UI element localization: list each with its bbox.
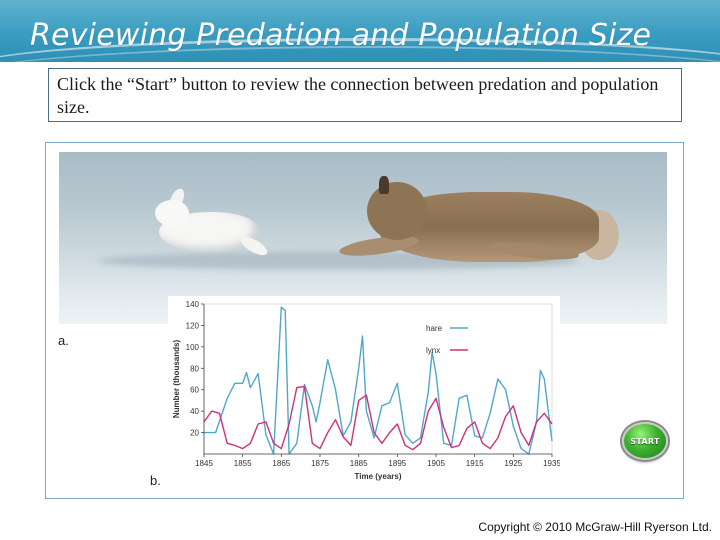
copyright-text: Copyright © 2010 McGraw-Hill Ryerson Ltd… (478, 520, 712, 534)
legend-label-hare: hare (426, 324, 443, 333)
header-band (0, 0, 720, 62)
page-title: Reviewing Predation and Population Size (30, 18, 652, 53)
y-tick-label: 20 (190, 429, 199, 438)
photo-panel-label: a. (58, 333, 69, 348)
instructions-box: Click the “Start” button to review the c… (48, 68, 682, 122)
x-tick-label: 1865 (272, 459, 290, 468)
y-tick-label: 60 (190, 386, 199, 395)
x-tick-label: 1845 (195, 459, 213, 468)
header-swoosh (0, 38, 720, 62)
population-chart: 20 40 60 80 100 120 140 1845 1855 1865 1875 1885 189… (168, 296, 560, 484)
y-tick-label: 140 (186, 300, 200, 309)
x-axis-label: Time (years) (355, 472, 402, 481)
y-tick-label: 80 (190, 364, 199, 373)
y-tick-label: 120 (186, 321, 200, 330)
hare-lynx-photo (59, 152, 667, 324)
chart-lines (203, 306, 553, 455)
start-button[interactable]: START (622, 422, 668, 460)
population-chart-svg: 20 40 60 80 100 120 140 1845 1855 1865 1875 1885 189… (172, 300, 560, 481)
x-tick-label: 1935 (543, 459, 560, 468)
chart-legend: hare lynx (426, 324, 468, 355)
x-tick-label: 1925 (504, 459, 522, 468)
chart-panel-label: b. (150, 473, 161, 488)
x-tick-label: 1885 (350, 459, 368, 468)
chart-axes: 20 40 60 80 100 120 140 1845 1855 1865 1875 1885 189… (172, 300, 560, 481)
x-tick-label: 1905 (427, 459, 445, 468)
y-axis-label: Number (thousands) (172, 340, 181, 419)
hare-head (155, 200, 189, 226)
x-tick-label: 1915 (466, 459, 484, 468)
header-swoosh-secondary (0, 46, 720, 62)
x-tick-label: 1855 (234, 459, 252, 468)
y-tick-label: 40 (190, 407, 199, 416)
legend-label-lynx: lynx (426, 346, 440, 355)
series-line-lynx (203, 385, 553, 451)
lynx-head (367, 182, 427, 240)
chart-grid (203, 303, 553, 455)
y-tick-label: 100 (186, 343, 200, 352)
lynx-ear (379, 176, 389, 194)
instructions-text: Click the “Start” button to review the c… (57, 74, 659, 117)
series-line-hare (204, 306, 553, 455)
x-tick-label: 1895 (388, 459, 406, 468)
x-tick-label: 1875 (311, 459, 329, 468)
plot-area (203, 303, 553, 455)
